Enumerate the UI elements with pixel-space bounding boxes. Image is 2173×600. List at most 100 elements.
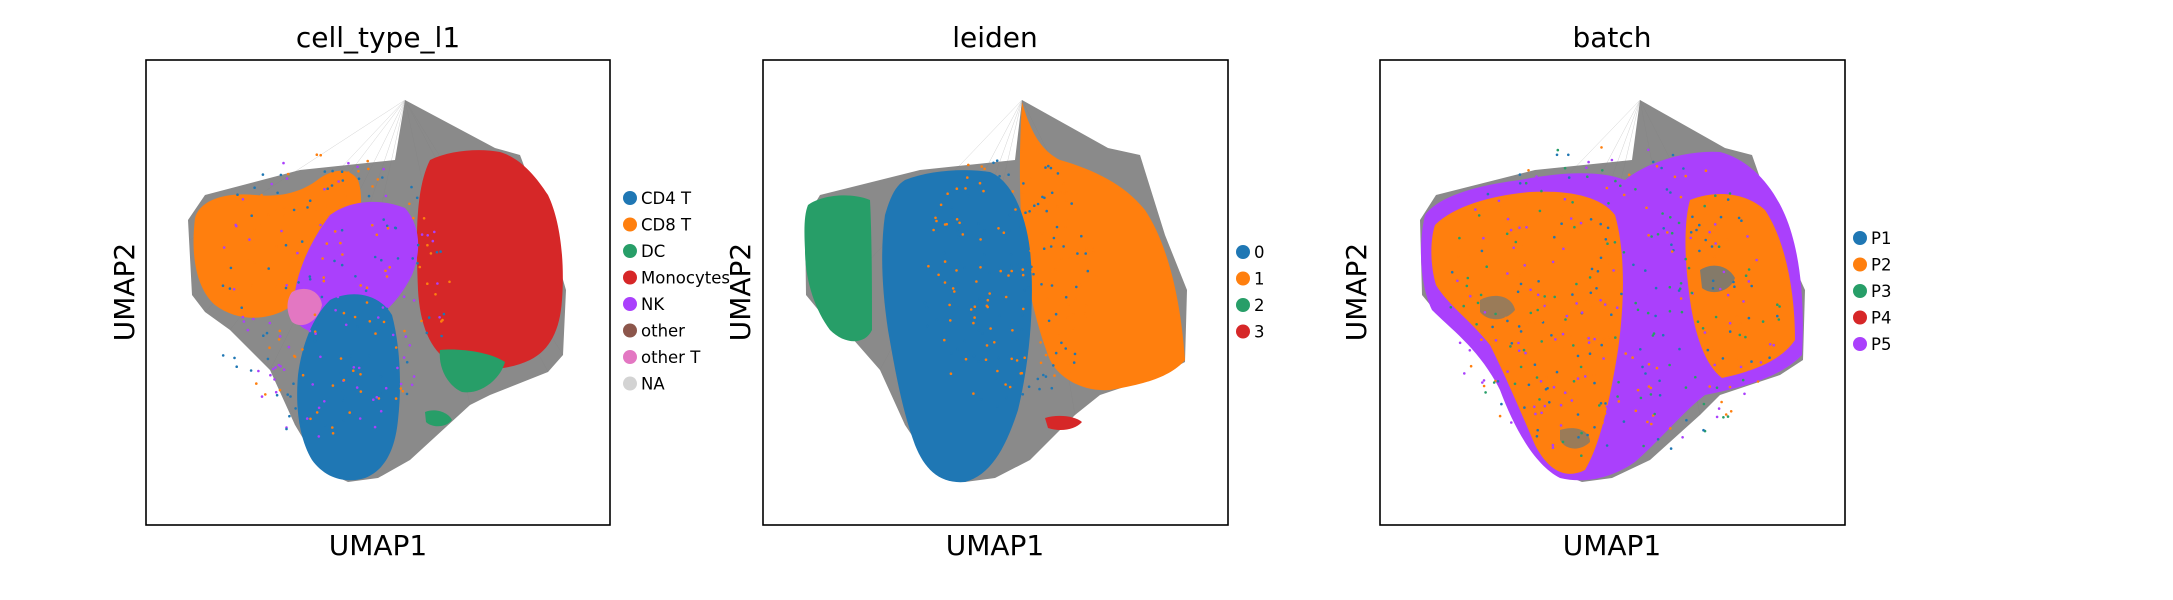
scatter-point [319, 153, 323, 157]
scatter-point [1593, 337, 1596, 341]
scatter-point [339, 357, 343, 360]
scatter-point [1518, 173, 1522, 176]
scatter-point [1647, 385, 1651, 388]
batch-p1-patch [1700, 265, 1735, 293]
scatter-point [321, 257, 324, 260]
scatter-point [1627, 173, 1631, 177]
scatter-point [1650, 235, 1653, 238]
scatter-point [1524, 203, 1528, 206]
legend-marker [623, 244, 637, 258]
scatter-point [1682, 167, 1685, 170]
scatter-point [336, 295, 340, 299]
scatter-point [1080, 234, 1083, 238]
scatter-point [1636, 425, 1639, 428]
scatter-point [315, 153, 319, 156]
scatter-point [974, 319, 977, 322]
scatter-point [1476, 301, 1480, 305]
scatter-point [1595, 287, 1598, 290]
scatter-point [1482, 384, 1486, 388]
scatter-point [342, 419, 345, 422]
scatter-point [1483, 241, 1487, 245]
scatter-point [1611, 228, 1614, 231]
scatter-point [1498, 205, 1501, 209]
scatter-point [1519, 282, 1523, 286]
scatter-point [342, 311, 346, 315]
scatter-point [1070, 202, 1073, 205]
scatter-point [1518, 226, 1521, 229]
scatter-point [1551, 443, 1555, 447]
scatter-point [405, 392, 409, 396]
scatter-point [1560, 214, 1564, 217]
cluster-monocytes [416, 150, 563, 370]
umap-embedding [188, 99, 566, 482]
scatter-point [1450, 270, 1454, 274]
scatter-point [1517, 325, 1521, 328]
scatter-point [412, 216, 415, 220]
scatter-point [1588, 304, 1592, 308]
scatter-point [1062, 182, 1065, 185]
cluster-nk [293, 201, 419, 335]
scatter-point [1543, 324, 1546, 328]
scatter-point [315, 411, 319, 414]
scatter-point [1031, 240, 1034, 244]
scatter-point [275, 244, 278, 248]
scatter-point [1598, 404, 1601, 407]
scatter-point [1497, 199, 1501, 203]
scatter-point [1466, 276, 1470, 280]
cluster-0 [882, 170, 1032, 483]
scatter-point [937, 273, 940, 277]
scatter-point [442, 312, 446, 316]
scatter-point [934, 216, 937, 220]
scatter-point [1028, 210, 1031, 213]
scatter-point [1059, 191, 1062, 195]
scatter-point [1505, 232, 1509, 236]
scatter-point [1726, 198, 1730, 201]
scatter-point [1513, 350, 1516, 354]
scatter-point [427, 316, 431, 319]
scatter-point [232, 287, 236, 291]
scatter-point [1561, 180, 1565, 184]
legend-marker [1853, 284, 1867, 298]
scatter-point [1449, 306, 1453, 309]
scatter-point [1706, 348, 1710, 352]
scatter-point [276, 191, 279, 195]
scatter-point [1564, 318, 1567, 321]
scatter-point [981, 332, 984, 335]
scatter-point [408, 202, 411, 206]
scatter-point [1622, 420, 1626, 423]
scatter-point [1005, 237, 1008, 240]
scatter-point [386, 226, 390, 230]
scatter-point [1458, 236, 1461, 240]
scatter-point [1727, 310, 1731, 314]
scatter-point [935, 318, 939, 322]
scatter-point [1030, 265, 1033, 269]
scatter-point [1681, 370, 1685, 374]
scatter-point [1710, 245, 1714, 248]
scatter-point [997, 356, 1000, 360]
scatter-point [956, 229, 959, 232]
scatter-point [1622, 251, 1626, 254]
scatter-point [1469, 254, 1473, 258]
scatter-point [352, 366, 356, 369]
scatter-point [972, 354, 976, 358]
scatter-point [1022, 307, 1025, 311]
scatter-point [357, 170, 360, 173]
scatter-point [1698, 249, 1701, 253]
scatter-point [365, 301, 369, 304]
scatter-point [1717, 407, 1721, 410]
scatter-point [1690, 291, 1694, 295]
scatter-point [1722, 416, 1725, 419]
scatter-point [1669, 447, 1673, 450]
scatter-point [331, 432, 335, 435]
scatter-point [282, 206, 286, 209]
scatter-point [331, 169, 334, 173]
scatter-point [1044, 375, 1048, 378]
scatter-point [1747, 316, 1751, 320]
scatter-point [348, 411, 352, 414]
scatter-point [979, 238, 982, 241]
scatter-point [927, 264, 930, 268]
cluster-cd4-t [297, 294, 400, 481]
scatter-point [1642, 444, 1645, 448]
scatter-point [1636, 308, 1640, 312]
scatter-point [1610, 313, 1613, 317]
